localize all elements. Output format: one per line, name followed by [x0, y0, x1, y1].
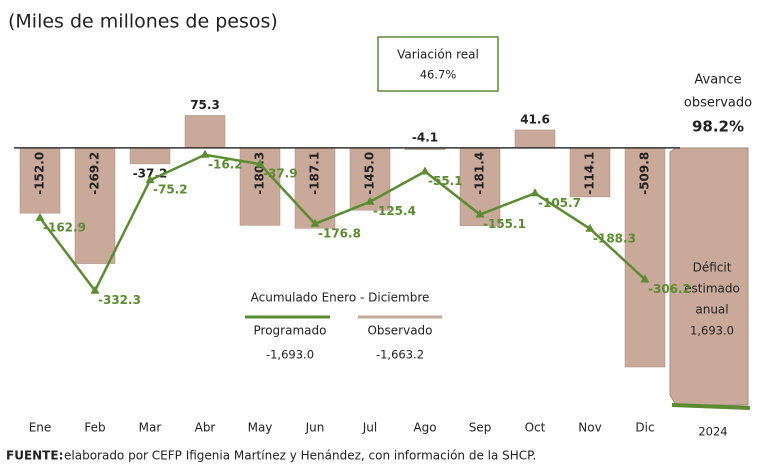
- line-marker: [530, 188, 540, 197]
- x-tick-label: Sep: [469, 421, 492, 435]
- line-marker: [640, 274, 650, 283]
- bar-label: -145.0: [363, 152, 377, 195]
- bar-label: -509.8: [638, 152, 652, 195]
- line-label: -306.2: [648, 282, 691, 296]
- x-tick-label: Dic: [635, 421, 654, 435]
- x-tick-label: Jul: [362, 421, 377, 435]
- bar-label: -181.4: [473, 152, 487, 195]
- deficit-label: estimado: [684, 282, 740, 296]
- bar-label: -152.0: [33, 152, 47, 195]
- line-marker: [310, 218, 320, 227]
- bar: [184, 115, 226, 149]
- bar-label: -269.2: [88, 152, 102, 195]
- line-marker: [420, 166, 430, 175]
- observado-total: -1,663.2: [376, 348, 424, 362]
- legend-label: Programado: [254, 324, 327, 338]
- advance-value: 98.2%: [692, 118, 744, 136]
- deficit-label: Déficit: [693, 261, 732, 275]
- source-bold: FUENTE:: [6, 449, 63, 463]
- variation-title: Variación real: [397, 48, 479, 62]
- bar-label: -187.1: [308, 152, 322, 195]
- line-label: -332.3: [98, 293, 141, 307]
- deficit-value: 1,693.0: [690, 324, 734, 338]
- bar: [19, 147, 61, 214]
- line-marker: [90, 285, 100, 294]
- x-tick-label: May: [248, 421, 273, 435]
- year-label: 2024: [698, 425, 727, 439]
- x-tick-label: Ene: [29, 421, 52, 435]
- bar: [514, 129, 556, 149]
- line-marker: [200, 149, 210, 158]
- programado-total: -1,693.0: [266, 348, 314, 362]
- accum-title: Acumulado Enero - Diciembre: [251, 291, 430, 305]
- source: elaborado por CEFP Ifigenia Martínez y H…: [64, 449, 536, 463]
- line-label: -176.8: [318, 226, 361, 240]
- line-label: -37.9: [263, 167, 298, 181]
- bar-label: -114.1: [583, 152, 597, 195]
- x-tick-label: Jun: [305, 421, 325, 435]
- advance-title: observado: [684, 96, 752, 111]
- line-label: -188.3: [593, 231, 636, 245]
- line-label: -155.1: [483, 217, 526, 231]
- line-label: -162.9: [43, 220, 86, 234]
- line-label: -75.2: [153, 183, 188, 197]
- x-tick-label: Oct: [525, 421, 546, 435]
- line-label: -55.1: [428, 174, 463, 188]
- x-tick-label: Ago: [413, 421, 436, 435]
- bar: [294, 147, 336, 229]
- line-marker: [585, 223, 595, 232]
- x-tick-label: Feb: [84, 421, 105, 435]
- bar: [624, 147, 666, 368]
- annual-bar: [669, 147, 749, 406]
- line-label: -125.4: [373, 204, 416, 218]
- x-tick-label: Nov: [578, 421, 601, 435]
- bar-label: -4.1: [412, 130, 438, 144]
- line-label: -105.7: [538, 196, 581, 210]
- line-marker: [35, 212, 45, 221]
- variation-value: 46.7%: [420, 68, 457, 82]
- line-marker: [145, 175, 155, 184]
- deficit-label: anual: [695, 303, 728, 317]
- annual-base: [671, 403, 751, 410]
- bar: [129, 147, 171, 165]
- advance-title: Avance: [694, 73, 741, 88]
- line-label: -16.2: [208, 157, 243, 171]
- variation-box: [377, 36, 499, 92]
- subtitle: (Miles de millones de pesos): [8, 11, 278, 33]
- line-marker: [255, 159, 265, 168]
- x-tick-label: Abr: [195, 421, 216, 435]
- bar-label: 41.6: [520, 112, 550, 126]
- bar-label: 75.3: [190, 98, 220, 112]
- legend-label: Observado: [367, 324, 432, 338]
- line-marker: [475, 209, 485, 218]
- line: [39, 153, 646, 294]
- x-tick-label: Mar: [139, 421, 162, 435]
- line-marker: [365, 196, 375, 205]
